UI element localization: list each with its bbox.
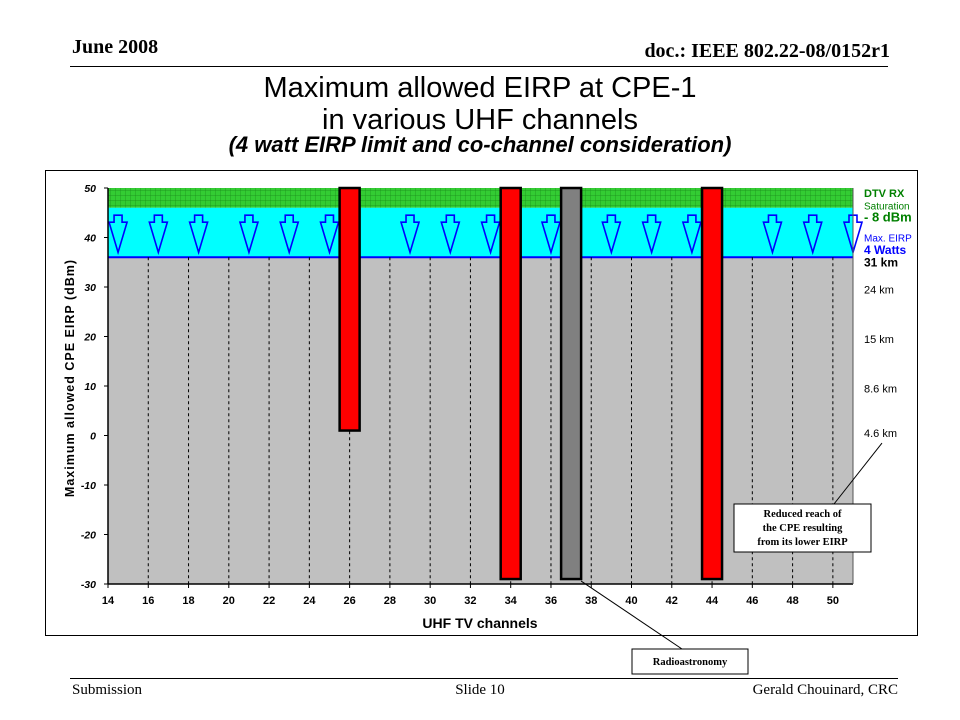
bar-channel-37 [559, 186, 583, 581]
down-arrow-icon [399, 214, 421, 256]
slide-title-line1: Maximum allowed EIRP at CPE-1 [263, 72, 697, 104]
dtv-saturation-grid [108, 188, 853, 208]
header-rule [70, 66, 888, 67]
x-tick-label: 36 [545, 595, 557, 607]
x-tick-label: 42 [666, 595, 678, 607]
down-arrow-icon [238, 214, 260, 256]
right-scale-label: 4 Watts [864, 243, 907, 257]
right-scale-label: Saturation [864, 201, 910, 212]
y-tick-label: 40 [83, 233, 96, 245]
radioastronomy-leader [580, 580, 683, 650]
bar-channel-34 [499, 186, 522, 581]
reduced-reach-text: from its lower EIRP [757, 537, 848, 548]
bar-channel-26 [338, 186, 361, 432]
slide-title-line2: in various UHF channels [322, 104, 638, 136]
right-scale-label: 4.6 km [864, 428, 897, 440]
down-arrow-icon [279, 214, 300, 256]
x-tick-label: 30 [424, 595, 436, 607]
down-arrow-icon [440, 214, 461, 256]
slide-subtitle: (4 watt EIRP limit and co-channel consid… [228, 132, 732, 157]
x-tick-label: 44 [706, 595, 719, 607]
footer-author: Gerald Chouinard, CRC [752, 682, 898, 698]
y-tick-label: -30 [81, 579, 96, 591]
reduced-reach-text: the CPE resulting [763, 523, 843, 534]
right-scale-label: 31 km [864, 255, 898, 269]
down-arrow-icon [107, 214, 129, 256]
max-eirp-band [108, 207, 853, 258]
reduced-reach-leader [833, 442, 883, 505]
x-tick-label: 34 [505, 595, 518, 607]
x-tick-label: 26 [343, 595, 355, 607]
x-tick-label: 18 [182, 595, 194, 607]
down-arrow-icon [188, 214, 209, 256]
x-tick-label: 40 [625, 595, 637, 607]
y-tick-label: -20 [81, 530, 96, 542]
y-tick-label: 10 [84, 381, 96, 393]
x-tick-label: 48 [786, 595, 798, 607]
header-date: June 2008 [72, 36, 159, 58]
right-scale-label: - 8 dBm [864, 210, 912, 225]
x-tick-label: 16 [142, 595, 154, 607]
reduced-reach-text: Reduced reach of [764, 509, 842, 520]
x-tick-label: 28 [384, 595, 396, 607]
down-arrow-icon [641, 214, 662, 256]
down-arrow-icon [762, 214, 783, 256]
header-doc-id: doc.: IEEE 802.22-08/0152r1 [644, 40, 890, 62]
radioastronomy-box [631, 648, 749, 675]
bar-channel-44 [700, 186, 724, 581]
x-tick-label: 20 [223, 595, 235, 607]
x-tick-label: 38 [585, 595, 597, 607]
right-scale-label: 8.6 km [864, 383, 897, 395]
down-arrow-icon [148, 214, 169, 256]
footer-submission: Submission [72, 682, 143, 698]
x-tick-label: 50 [827, 595, 839, 607]
down-arrow-icon [681, 214, 702, 256]
x-tick-label: 32 [464, 595, 476, 607]
down-arrow-icon [802, 214, 823, 256]
down-arrow-icon [540, 214, 562, 256]
y-axis-title: Maximum allowed CPE EIRP (dBm) [63, 259, 77, 497]
right-scale-label: 15 km [864, 334, 894, 346]
y-tick-label: 0 [90, 431, 96, 443]
x-tick-label: 24 [303, 595, 316, 607]
x-tick-label: 46 [746, 595, 758, 607]
radioastronomy-text: Radioastronomy [653, 657, 728, 668]
y-tick-label: -10 [81, 480, 96, 492]
x-axis-title: UHF TV channels [422, 615, 537, 631]
y-tick-label: 30 [84, 282, 96, 294]
right-scale-label: 24 km [864, 284, 894, 296]
right-scale-label: DTV RX [864, 188, 905, 200]
x-tick-label: 22 [263, 595, 275, 607]
down-arrow-icon [601, 214, 622, 256]
y-tick-label: 20 [83, 332, 96, 344]
down-arrow-icon [842, 214, 864, 256]
down-arrow-icon [480, 214, 501, 256]
down-arrow-icon [319, 214, 340, 256]
footer-slide-number: Slide 10 [455, 682, 505, 698]
plot-area [108, 257, 853, 584]
footer-rule [70, 678, 898, 679]
right-scale-label: Max. EIRP [864, 234, 912, 245]
reduced-reach-box [733, 503, 872, 553]
y-tick-label: 50 [84, 183, 96, 195]
x-tick-label: 14 [102, 595, 115, 607]
